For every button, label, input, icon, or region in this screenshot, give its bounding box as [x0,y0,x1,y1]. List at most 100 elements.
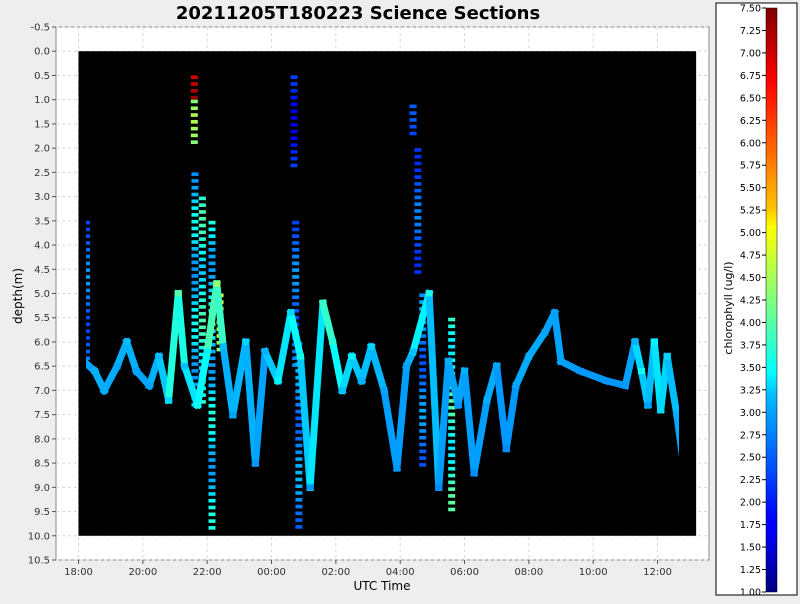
profile-cell [208,444,216,449]
x-tick-label: 22:00 [193,567,222,578]
profile-cell [86,227,91,232]
data-layer [86,75,679,530]
profile-cell [208,261,216,266]
colorbar-tick-label: 2.00 [740,498,761,509]
profile-cell [191,287,199,292]
profile-cell [448,453,456,457]
data-background [78,51,697,536]
profile-cell [190,95,198,100]
profile-cell [292,295,300,300]
colorbar-tick-label: 2.75 [740,430,761,441]
profile-cell [208,254,216,259]
profile-cell [292,275,300,279]
profile-cell [198,230,206,235]
track-point [512,382,520,389]
profile-cell [191,219,199,224]
profile-cell [292,234,300,238]
profile-cell [414,215,422,220]
colorbar-tick-label: 6.75 [740,71,761,82]
y-axis-label: depth(m) [11,268,25,324]
track-point [557,358,565,365]
colorbar-tick-label: 5.50 [740,183,761,194]
profile-cell [448,351,456,356]
profile-cell [208,342,216,347]
profile-cell [419,388,427,393]
profile-cell [292,268,300,272]
track-segment [366,342,389,395]
profile-cell [191,294,199,299]
x-tick-label: 18:00 [64,567,93,578]
profile-cell [448,426,456,430]
profile-cell [419,361,427,365]
profile-cell [190,75,198,80]
track-point [631,338,639,345]
profile-cell [208,288,216,293]
profile-cell [208,397,216,401]
x-tick-label: 10:00 [579,567,608,578]
profile-cell [191,172,199,176]
track-segment [328,337,347,395]
profile-cell [198,264,206,269]
x-tick-label: 04:00 [386,567,415,578]
profile-cell [409,124,417,129]
profile-cell [295,504,303,509]
profile-cell [448,439,456,444]
y-tick-label: 7.5 [34,410,50,421]
colorbar-tick-label: 6.25 [740,116,761,127]
track-point [409,348,417,355]
profile-cell [86,247,91,252]
profile-cell [448,480,456,485]
profile-cell [190,113,198,117]
profile-cell [208,376,216,381]
profile-cell [414,209,422,213]
profile-cell [191,341,199,346]
y-tick-label: 6.0 [34,337,50,348]
colorbar-tick-label: 4.50 [740,273,761,284]
track-segment [306,299,327,492]
track-point [367,343,375,350]
profile-cell [290,143,298,147]
track-segment [337,352,357,395]
track-point [261,348,269,355]
track-point [637,368,645,375]
profile-cell [86,336,91,340]
profile-cell [86,254,91,259]
profile-cell [414,263,422,268]
track-segment [193,347,212,410]
profile-cell [414,256,422,261]
profile-cell [86,349,91,354]
profile-cell [295,409,303,414]
profile-cell [295,497,303,502]
track-segment [663,352,679,419]
profile-cell [448,405,456,410]
track-segment [550,308,565,366]
profile-cell [295,491,303,495]
y-tick-label: 1.5 [34,119,50,130]
profile-cell [190,99,198,104]
profile-cell [292,288,300,293]
profile-cell [290,163,298,168]
track-point [525,353,533,360]
profile-cell [198,291,206,296]
profile-cell [198,250,206,255]
colorbar-tick-label: 4.25 [740,296,761,307]
profile-cell [198,216,206,221]
profile-cell [191,274,199,278]
profile-cell [295,430,303,434]
colorbar-tick-label: 5.75 [740,161,761,172]
track-segment [273,308,295,385]
track-segment [575,366,611,386]
profile-cell [198,339,206,343]
profile-cell [190,140,198,144]
y-tick-label: 8.0 [34,434,50,445]
profile-cell [414,249,422,254]
profile-cell [292,302,300,306]
y-tick-label: 1.0 [34,95,50,106]
track-segment [212,279,228,351]
profile-cell [295,436,303,441]
profile-cell [419,408,427,413]
profile-cell [414,161,422,166]
profile-cell [191,362,199,366]
profile-cell [208,465,216,469]
profile-cell [208,268,216,272]
